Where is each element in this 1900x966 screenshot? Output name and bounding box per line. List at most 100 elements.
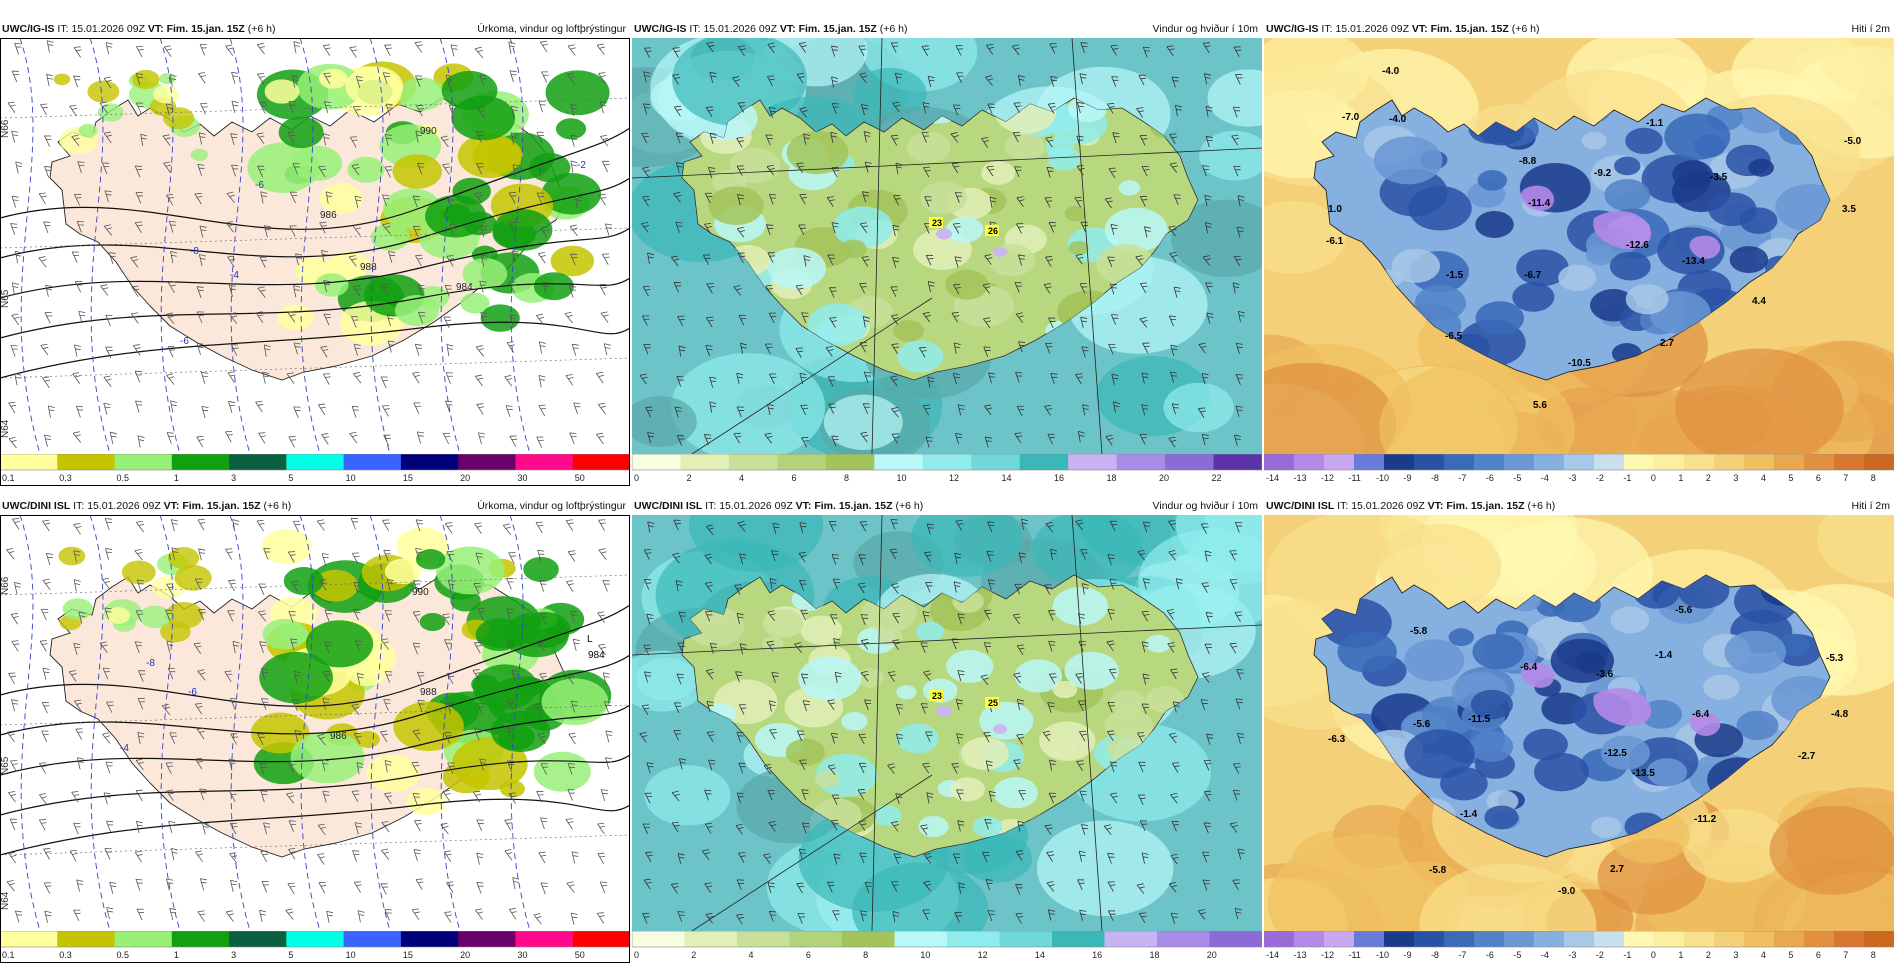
wind-barb [289,225,297,237]
colorbar-tick-label: -10 [1376,950,1389,960]
wind-barb [76,879,84,892]
wind-barb [412,371,421,384]
temp-area [1472,633,1524,670]
wind-barb [1172,762,1180,773]
wind-barb [1229,550,1238,561]
wind-barb [1013,102,1022,113]
wind-barb [1045,521,1054,533]
colorbar-swatch [572,931,631,947]
wind-barb [861,191,870,203]
map-precip[interactable]: -2 -6 -8 -4 -6 990 988 986 984 N66 N65 N64 [0,38,630,454]
colorbar-tick-label: 7 [1843,473,1848,483]
precip-area [480,304,520,332]
map-value-label: -1.1 [1646,118,1664,129]
wind-barb [767,610,776,621]
colorbar-tick-label: 8 [863,950,868,960]
map-temperature[interactable]: -4.0 -7.0 -4.0 -1.1 -5.0 -8.8 -9.2 -3.5 3.5 -11.4… [1264,38,1894,454]
wind-barb [1107,701,1115,713]
grid-line [0,704,630,726]
wind-barb [831,554,839,565]
wind-barb [537,732,546,745]
wind-barb [1075,519,1084,531]
colorbar-swatch [1294,931,1325,947]
wind-barb [830,819,839,831]
temp-area [1264,38,1369,112]
wind-barb [567,72,576,85]
map-wind[interactable]: 23 25 [632,515,1262,931]
wind-barb [415,519,423,532]
wind-barb [1107,103,1115,114]
wind-barb [1141,852,1149,864]
wind-barb [1203,759,1212,771]
wind-barb [476,131,484,143]
map-value-label: -13.5 [1632,768,1655,779]
wind-barb [263,225,271,238]
colorbar-tick-label: 5 [1788,473,1793,483]
wind-barb [647,252,655,264]
wind-barb [951,763,960,774]
wind-barb [1011,44,1021,56]
wind-area [1052,586,1109,626]
wind-area [786,130,849,175]
grid-line [0,227,630,249]
wind-area [906,132,951,163]
colorbar-swatch [400,931,459,947]
map-temperature[interactable]: -5.8 -5.6 -1.4 -5.3 -6.4 -3.6 -6.4 -4.8 -11.5 -5.… [1264,515,1894,931]
wind-barb [77,161,85,174]
wind-barb [1235,405,1243,417]
wind-barb [321,553,329,566]
wind-barb [540,882,548,895]
wind-barb [1234,434,1242,446]
region-boundary [632,147,1262,179]
wind-barb [1015,850,1024,861]
wind-area [872,805,902,826]
map-value-label: -6 [188,687,197,698]
wind-barb [706,283,715,294]
wind-barb [415,130,423,143]
wind-barb [323,101,332,114]
panel-r2c2: UWC/DINI ISL IT: 15.01.2026 09Z VT: Fim.… [631,497,1263,963]
region-boundary [1071,515,1103,931]
precip-area [62,598,94,620]
wind-barb [349,46,358,58]
wind-barb [796,73,805,84]
wind-barb [165,103,173,116]
wind-barb [445,400,453,413]
wind-barb [227,610,235,622]
wind-barb [260,191,268,204]
wind-barb [801,789,809,801]
wind-barb [922,404,931,416]
wind-barb [414,343,422,356]
wind-barb [888,671,896,682]
wind-barb [736,406,745,418]
wind-barb [1234,611,1243,623]
wind-area [911,515,1022,577]
wind-barb [348,255,357,267]
region-boundary [1071,38,1103,454]
wind-barb [504,849,513,861]
wind-barb [983,346,991,358]
map-precip[interactable]: L 984 990 988 986 -8 -6 -4 N66 N65 N64 [0,515,630,931]
wind-barb [135,400,143,413]
wind-barb [768,821,777,832]
wind-barb [925,731,933,743]
map-wind[interactable]: 23 26 [632,38,1262,454]
wind-barb [1046,851,1055,862]
wind-barb [1169,133,1178,145]
wind-barb [957,670,965,682]
valid-time: Fim. 15.jan. 15Z [1446,500,1525,512]
wind-barb [415,75,423,87]
wind-barb [137,731,145,745]
colorbar-swatch [515,931,574,947]
wind-barb [109,431,117,444]
wind-barb [571,343,579,356]
wind-barb [676,375,684,387]
wind-barb [1012,131,1021,143]
wind-barb [418,311,426,324]
wind-barb [1075,373,1083,384]
wind-barb [477,607,485,620]
wind-barb [258,432,267,444]
wind-barb [224,670,233,682]
wind-barb [677,911,685,922]
wind-barb [831,103,840,114]
